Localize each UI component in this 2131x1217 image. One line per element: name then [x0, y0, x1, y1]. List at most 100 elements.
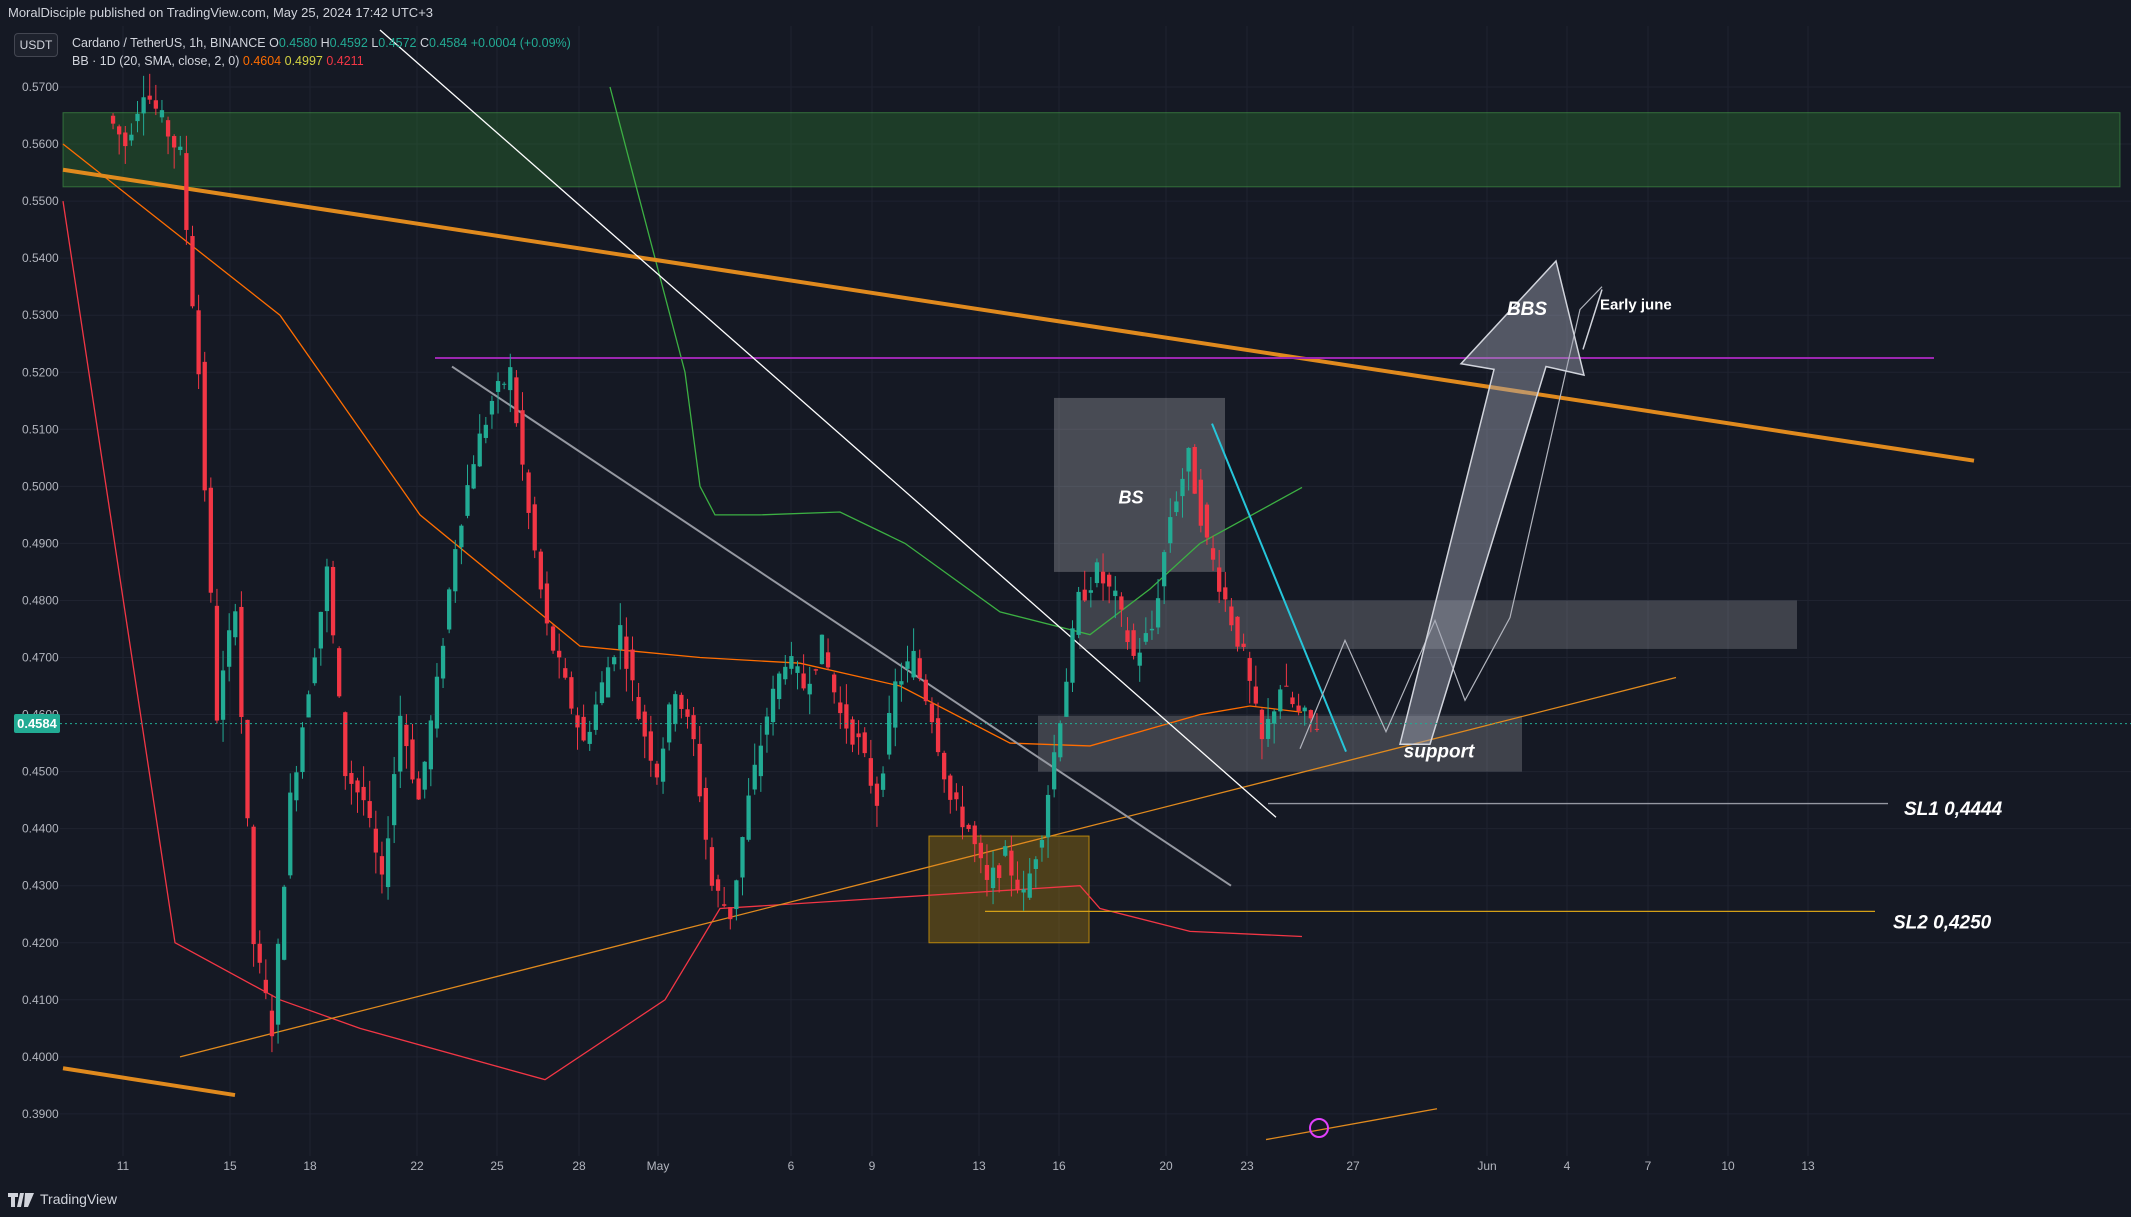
legend-symbol[interactable]: Cardano / TetherUS, 1h, BINANCE — [72, 36, 266, 50]
candle-body — [679, 694, 684, 709]
x-tick-label: 13 — [1801, 1159, 1815, 1173]
ascending-trendline — [179, 676, 1677, 1058]
candle-body — [257, 943, 262, 963]
price-chart[interactable]: BBS Early june BS support SL1 0,4444 SL2 0,42… — [0, 26, 2131, 1182]
candle-body — [434, 676, 440, 729]
support-box — [1038, 715, 1522, 772]
candle-body — [1045, 794, 1051, 838]
candle-body — [190, 236, 195, 307]
candle-body — [373, 828, 378, 853]
candle-body — [1278, 689, 1283, 712]
candle-body — [330, 566, 336, 636]
candle-body — [764, 716, 770, 735]
candle-body — [1272, 711, 1277, 724]
candle-body — [520, 410, 525, 465]
legend-bb-label[interactable]: BB · 1D (20, SMA, close, 2, 0) — [72, 54, 240, 68]
candle-body — [361, 786, 366, 801]
candle-body — [288, 792, 293, 876]
legend: Cardano / TetherUS, 1h, BINANCE O0.4580 … — [72, 34, 571, 70]
legend-l-label: L — [371, 36, 379, 50]
candle-body — [673, 694, 678, 725]
candle-body — [147, 95, 152, 100]
legend-l-value: 0.4572 — [378, 36, 417, 50]
candle-body — [813, 669, 818, 671]
candle-body — [697, 743, 702, 797]
candle-body — [1210, 548, 1216, 560]
tradingview-brand[interactable]: TradingView — [8, 1182, 117, 1217]
candle-body — [1125, 630, 1130, 643]
candle-body — [1180, 478, 1185, 497]
x-tick-label: 11 — [117, 1159, 130, 1173]
x-tick-label: 18 — [303, 1159, 317, 1173]
candle-body — [251, 826, 256, 945]
y-tick-label: 0.4700 — [22, 651, 59, 665]
candle-body — [318, 611, 323, 649]
candle-body — [758, 745, 763, 777]
candle-body — [337, 648, 342, 697]
candle-body — [404, 724, 409, 747]
candle-body — [605, 667, 611, 698]
legend-h-label: H — [320, 36, 330, 50]
candle-body — [1217, 567, 1222, 592]
bb-upper-line — [609, 86, 1303, 636]
brand-text: TradingView — [40, 1191, 118, 1207]
candle-body — [239, 606, 244, 717]
support-label: support — [1404, 741, 1475, 762]
candle-body — [960, 806, 965, 828]
candle-body — [612, 657, 617, 665]
candle-body — [868, 758, 873, 786]
candle-body — [392, 774, 397, 826]
candle-body — [208, 487, 213, 593]
candle-body — [917, 658, 922, 678]
candle-body — [178, 146, 183, 151]
bs-label: BS — [1118, 487, 1143, 507]
candle-body — [1290, 697, 1295, 705]
candle-body — [789, 656, 794, 669]
candle-body — [508, 367, 513, 391]
candle-body — [300, 727, 305, 773]
candle-body — [1009, 850, 1014, 876]
candle-body — [911, 650, 916, 678]
candle-body — [447, 589, 452, 630]
candle-body — [453, 549, 458, 592]
candle-body — [923, 679, 928, 702]
gray-downtrend-line — [451, 365, 1232, 887]
candle-body — [795, 666, 800, 673]
candle-body — [1308, 710, 1313, 719]
candle-body — [1168, 517, 1173, 544]
y-tick-label: 0.4100 — [22, 993, 59, 1007]
candle-body — [1235, 616, 1240, 647]
candle-body — [1052, 752, 1057, 790]
legend-o-value: 0.4580 — [278, 36, 318, 50]
currency-tag[interactable]: USDT — [14, 33, 58, 57]
candle-body — [1143, 633, 1148, 642]
candle-body — [752, 764, 757, 790]
zones — [62, 112, 2121, 944]
current-price-tag: 0.4584 — [14, 714, 60, 733]
candle-body — [123, 132, 128, 147]
candle-body — [581, 716, 586, 741]
candle-body — [887, 713, 892, 755]
candle-body — [1229, 606, 1234, 626]
candle-body — [538, 551, 543, 590]
ascending-trendline-ext — [1265, 1108, 1438, 1141]
candle-body — [703, 787, 708, 840]
candle-body — [1113, 590, 1118, 597]
candle-body — [1088, 590, 1093, 593]
candle-body — [832, 674, 837, 693]
y-tick-label: 0.5700 — [22, 80, 59, 94]
candle-body — [819, 634, 825, 665]
candle-body — [282, 886, 287, 960]
overlays — [60, 259, 2131, 1138]
candle-body — [618, 625, 623, 650]
candle-body — [1107, 574, 1112, 587]
legend-bb-basis: 0.4604 — [242, 54, 282, 68]
candle-body — [202, 361, 207, 491]
candle-body — [954, 792, 959, 800]
candle-body — [135, 113, 140, 122]
candle-body — [740, 837, 745, 878]
bb-lower-line — [62, 201, 1303, 1081]
thin-arrow-head — [1582, 289, 1603, 350]
candle-body — [1302, 707, 1307, 712]
tradingview-logo-icon — [8, 1192, 34, 1207]
